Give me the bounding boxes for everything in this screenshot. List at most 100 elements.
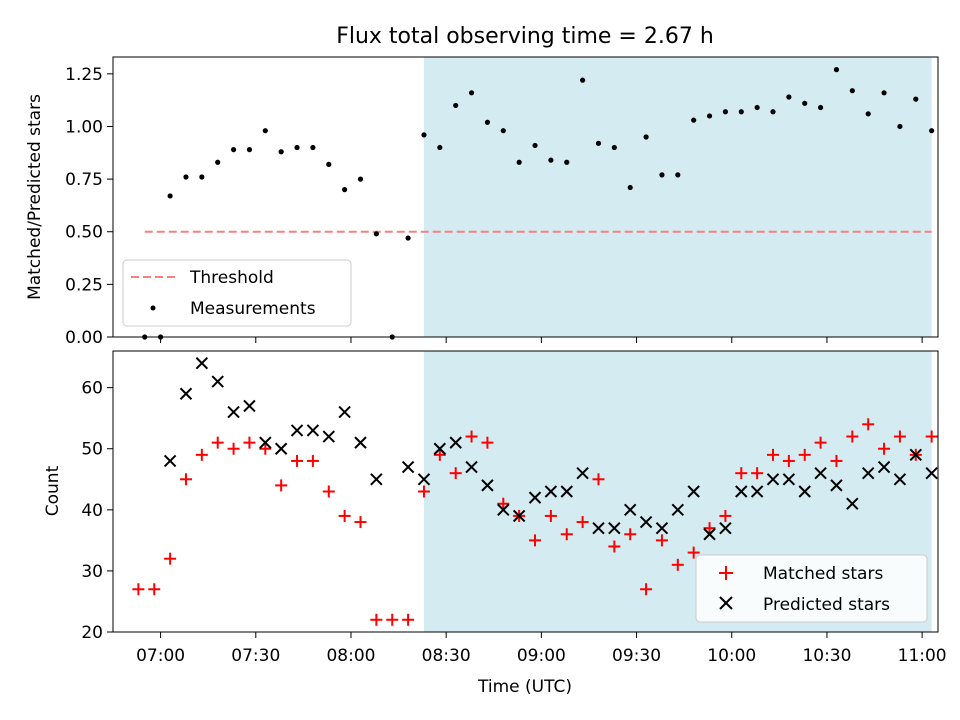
legend-measurements-swatch xyxy=(150,305,156,311)
y-tick-label: 0.50 xyxy=(65,223,103,243)
matched-star-point xyxy=(925,430,938,443)
predicted-star-point xyxy=(259,436,272,449)
predicted-star-point xyxy=(179,387,193,400)
matched-star-point xyxy=(576,516,589,529)
predicted-star-point xyxy=(925,466,938,480)
matched-star-point xyxy=(608,540,621,553)
y-tick-label: 1.25 xyxy=(65,65,103,85)
predicted-star-point xyxy=(528,491,542,504)
measurement-point xyxy=(310,144,316,151)
bottom-legend-box xyxy=(695,554,928,623)
measurement-point xyxy=(659,172,665,178)
predicted-star-point xyxy=(624,503,637,517)
predicted-star-point xyxy=(782,473,796,486)
measurement-point xyxy=(357,176,364,182)
top-x-ticks xyxy=(160,337,923,343)
bottom-x-ticks: 07:00 07:30 08:00 08:30 09:00 09:30 10:00 10:30… xyxy=(136,632,947,666)
measurement-point xyxy=(691,117,697,123)
x-tick-label: 07:00 xyxy=(136,646,185,666)
matched-star-point xyxy=(306,454,319,467)
measurement-point xyxy=(706,113,713,119)
predicted-star-point xyxy=(465,460,478,474)
measurement-point xyxy=(580,77,586,83)
predicted-star-point xyxy=(433,442,447,455)
matched-star-points xyxy=(132,418,938,626)
predicted-star-point xyxy=(211,375,224,388)
predicted-star-point xyxy=(671,503,685,517)
y-tick-label: 30 xyxy=(81,562,103,582)
matched-star-point xyxy=(544,509,557,522)
measurement-point xyxy=(183,174,189,180)
predicted-star-point xyxy=(576,466,589,480)
measurement-point xyxy=(897,123,903,130)
matched-star-point xyxy=(767,448,779,461)
matched-star-point xyxy=(338,509,351,522)
top-y-label: Matched/Predicted stars xyxy=(25,94,45,300)
matched-star-point xyxy=(417,485,430,498)
measurement-point xyxy=(500,128,506,134)
predicted-star-point xyxy=(290,424,304,437)
matched-star-point xyxy=(386,613,399,626)
measurement-point xyxy=(516,159,522,165)
predicted-star-point xyxy=(798,485,811,498)
measurement-point xyxy=(770,109,776,115)
matched-star-point xyxy=(592,473,605,486)
predicted-star-point xyxy=(354,436,367,449)
measurement-point xyxy=(786,94,792,100)
y-tick-label: 50 xyxy=(81,440,103,460)
y-tick-label: 0.00 xyxy=(65,328,103,348)
measurement-point xyxy=(484,119,491,125)
predicted-star-point xyxy=(512,509,526,523)
measurement-point xyxy=(326,161,332,167)
measurement-point xyxy=(627,184,633,191)
measurement-point xyxy=(421,132,427,138)
x-tick-label: 10:00 xyxy=(707,646,756,666)
measurement-point xyxy=(849,88,855,94)
matched-star-point xyxy=(465,430,478,443)
measurement-point xyxy=(246,147,253,153)
measurement-point xyxy=(611,144,617,151)
measurement-point xyxy=(215,159,221,165)
measurement-point xyxy=(865,111,871,117)
matched-star-point xyxy=(893,430,906,443)
top-legend: Threshold Measurements xyxy=(122,259,352,327)
x-axis-label: Time (UTC) xyxy=(477,677,572,697)
matched-star-point xyxy=(275,479,288,492)
matched-star-point xyxy=(497,497,510,510)
predicted-star-point xyxy=(322,430,335,443)
x-tick-label: 09:30 xyxy=(612,646,661,666)
matched-star-point xyxy=(370,613,383,626)
x-tick-label: 07:30 xyxy=(231,646,280,666)
predicted-star-point xyxy=(544,485,558,498)
matched-star-point xyxy=(782,454,795,467)
matched-star-point xyxy=(195,448,208,461)
y-tick-label: 40 xyxy=(81,501,103,521)
predicted-star-point xyxy=(719,521,732,535)
x-tick-label: 08:30 xyxy=(422,646,471,666)
matched-star-point xyxy=(227,442,240,455)
predicted-star-point xyxy=(750,485,764,498)
measurement-point xyxy=(342,187,348,193)
matched-star-point xyxy=(846,430,859,443)
predicted-star-point xyxy=(909,448,922,462)
matched-star-point xyxy=(481,436,494,449)
measurement-point xyxy=(595,140,602,146)
matched-star-point xyxy=(735,467,748,480)
measurement-point xyxy=(230,147,237,153)
matched-star-point xyxy=(449,467,462,480)
y-tick-label: 60 xyxy=(81,379,103,399)
matched-star-point xyxy=(624,528,637,541)
measurement-point xyxy=(453,102,459,109)
matched-star-point xyxy=(560,528,573,541)
predicted-star-point xyxy=(274,442,288,455)
top-plot-frame xyxy=(112,56,939,338)
bottom-y-ticks: 20 30 40 50 60 xyxy=(81,379,113,643)
predicted-star-point xyxy=(703,528,716,541)
predicted-star-point xyxy=(846,497,859,510)
predicted-star-point xyxy=(639,515,653,529)
predicted-star-point xyxy=(560,485,573,498)
predicted-star-point xyxy=(417,473,431,486)
measurement-point xyxy=(675,172,681,178)
matched-star-point xyxy=(322,485,335,498)
measurement-point xyxy=(278,149,284,155)
